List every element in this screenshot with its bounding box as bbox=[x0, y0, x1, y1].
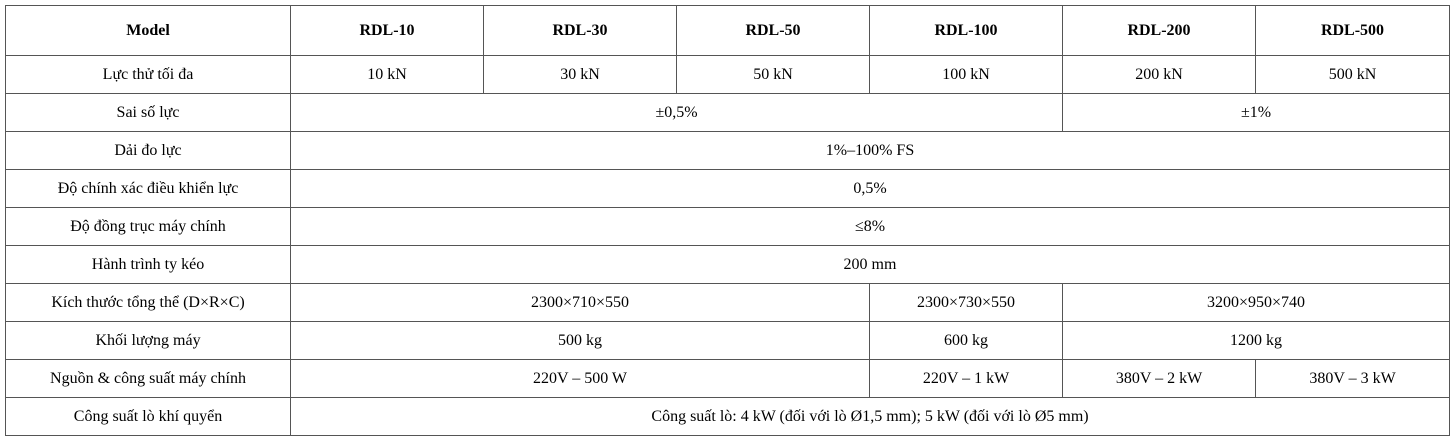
header-cell: Model bbox=[5, 5, 291, 56]
row: Dải đo lực 1%–100% FS bbox=[5, 131, 1450, 170]
row: Độ đồng trục máy chính ≤8% bbox=[5, 207, 1450, 246]
header-cell: RDL-200 bbox=[1062, 5, 1256, 56]
cell: Kích thước tổng thể (D×R×C) bbox=[5, 283, 291, 322]
cell: Khối lượng máy bbox=[5, 321, 291, 360]
cell: 500 kg bbox=[290, 321, 870, 360]
cell: 220V – 500 W bbox=[290, 359, 870, 398]
cell: 500 kN bbox=[1255, 55, 1450, 94]
row: Nguồn & công suất máy chính 220V – 500 W… bbox=[5, 359, 1450, 398]
header-cell: RDL-30 bbox=[483, 5, 677, 56]
cell: 220V – 1 kW bbox=[869, 359, 1063, 398]
cell: Độ đồng trục máy chính bbox=[5, 207, 291, 246]
cell: 30 kN bbox=[483, 55, 677, 94]
row: Độ chính xác điều khiển lực 0,5% bbox=[5, 169, 1450, 208]
header-cell: RDL-500 bbox=[1255, 5, 1450, 56]
cell: Sai số lực bbox=[5, 93, 291, 132]
cell: 380V – 2 kW bbox=[1062, 359, 1256, 398]
row: Kích thước tổng thể (D×R×C) 2300×710×550… bbox=[5, 283, 1450, 322]
cell: ±0,5% bbox=[290, 93, 1063, 132]
cell: 50 kN bbox=[676, 55, 870, 94]
cell: 10 kN bbox=[290, 55, 484, 94]
header-row: Model RDL-10 RDL-30 RDL-50 RDL-100 RDL-2… bbox=[5, 5, 1450, 56]
cell: ≤8% bbox=[290, 207, 1450, 246]
cell: 100 kN bbox=[869, 55, 1063, 94]
cell: 1200 kg bbox=[1062, 321, 1450, 360]
row: Sai số lực ±0,5% ±1% bbox=[5, 93, 1450, 132]
cell: 2300×730×550 bbox=[869, 283, 1063, 322]
header-cell: RDL-10 bbox=[290, 5, 484, 56]
row: Lực thử tối đa 10 kN 30 kN 50 kN 100 kN … bbox=[5, 55, 1450, 94]
header-cell: RDL-50 bbox=[676, 5, 870, 56]
cell: 200 mm bbox=[290, 245, 1450, 284]
row: Công suất lò khí quyển Công suất lò: 4 k… bbox=[5, 397, 1450, 436]
cell: 2300×710×550 bbox=[290, 283, 870, 322]
cell: 200 kN bbox=[1062, 55, 1256, 94]
cell: 380V – 3 kW bbox=[1255, 359, 1450, 398]
cell: 0,5% bbox=[290, 169, 1450, 208]
cell: Lực thử tối đa bbox=[5, 55, 291, 94]
header-cell: RDL-100 bbox=[869, 5, 1063, 56]
row: Khối lượng máy 500 kg 600 kg 1200 kg bbox=[5, 321, 1450, 360]
cell: Hành trình ty kéo bbox=[5, 245, 291, 284]
cell: 1%–100% FS bbox=[290, 131, 1450, 170]
cell: Nguồn & công suất máy chính bbox=[5, 359, 291, 398]
cell: Dải đo lực bbox=[5, 131, 291, 170]
cell: ±1% bbox=[1062, 93, 1450, 132]
cell: Công suất lò: 4 kW (đối với lò Ø1,5 mm);… bbox=[290, 397, 1450, 436]
cell: 3200×950×740 bbox=[1062, 283, 1450, 322]
cell: 600 kg bbox=[869, 321, 1063, 360]
spec-table: Model RDL-10 RDL-30 RDL-50 RDL-100 RDL-2… bbox=[5, 5, 1450, 436]
cell: Độ chính xác điều khiển lực bbox=[5, 169, 291, 208]
cell: Công suất lò khí quyển bbox=[5, 397, 291, 436]
row: Hành trình ty kéo 200 mm bbox=[5, 245, 1450, 284]
